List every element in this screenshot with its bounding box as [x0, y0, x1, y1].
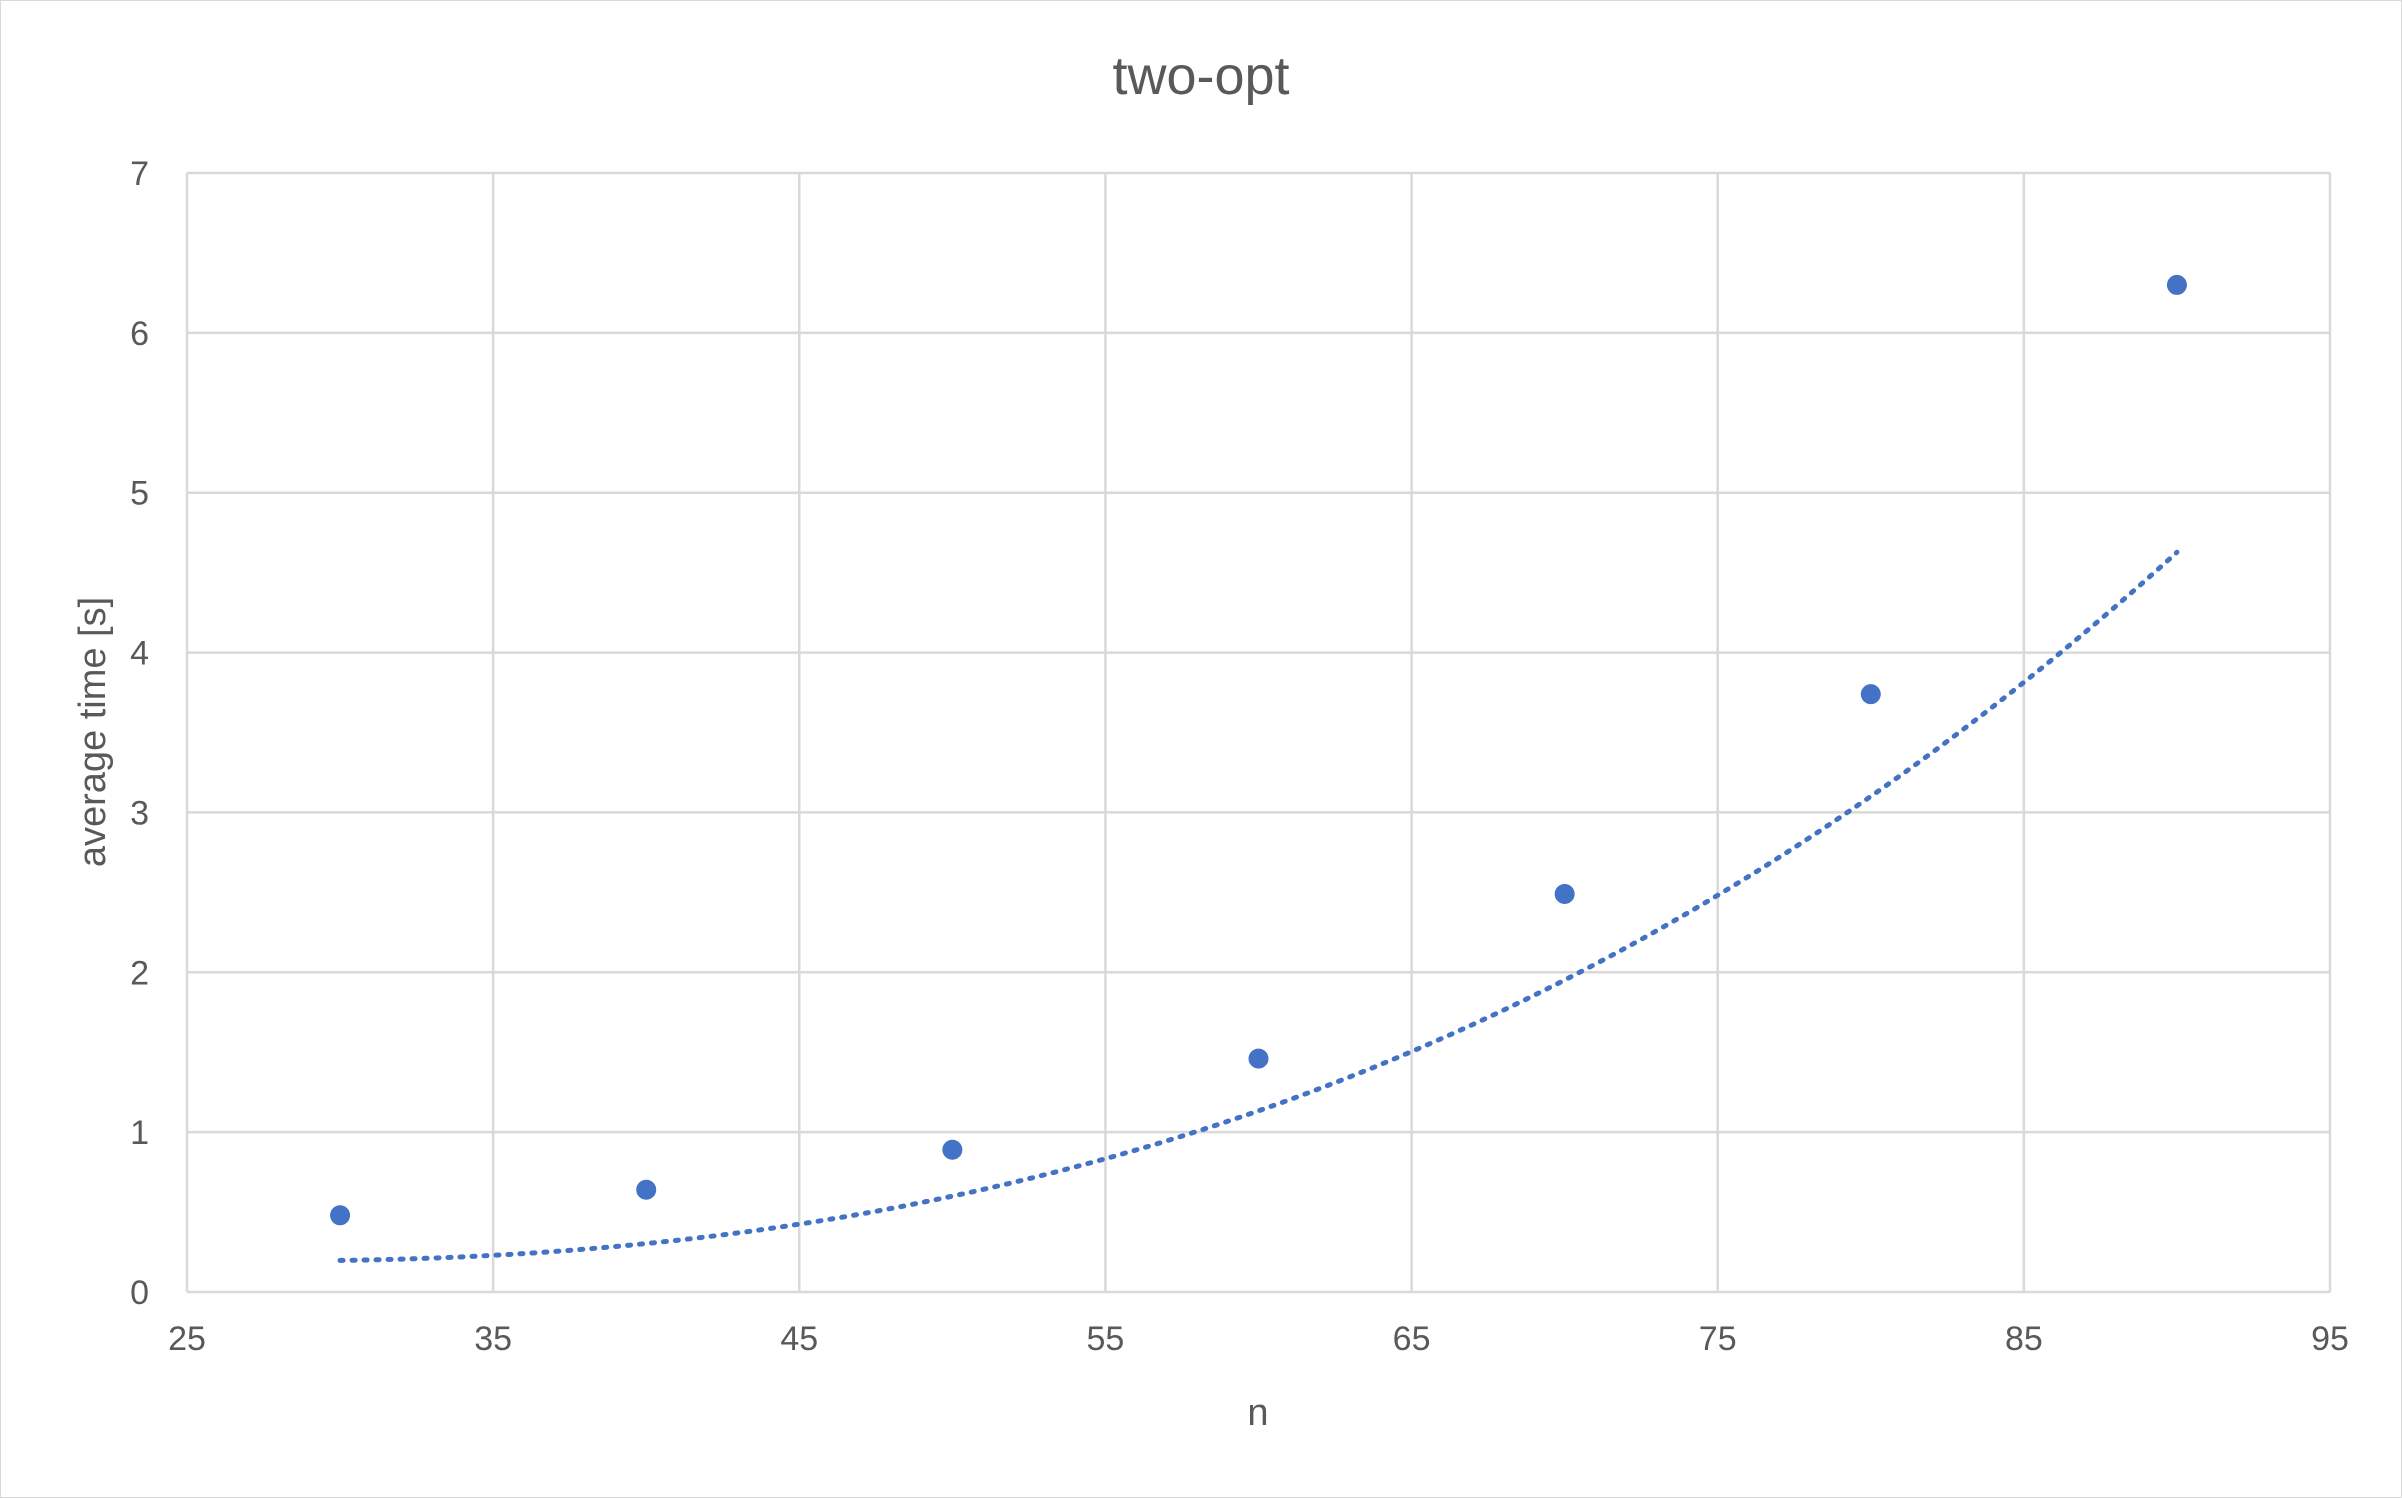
x-tick-label: 25 [168, 1320, 206, 1358]
y-axis-title: average time [s] [72, 597, 114, 867]
y-tick-label: 4 [130, 635, 149, 673]
y-tick-label: 6 [130, 315, 149, 353]
y-tick-label: 2 [130, 954, 149, 992]
x-tick-label: 55 [1087, 1320, 1125, 1358]
x-axis-tick-labels: 25 35 45 55 65 75 85 95 [168, 1320, 2349, 1358]
y-tick-label: 3 [130, 794, 149, 832]
data-point [636, 1179, 657, 1200]
data-point [1248, 1048, 1269, 1069]
data-point [942, 1139, 963, 1160]
trendline-layer [337, 549, 2180, 1263]
data-point [2166, 274, 2187, 295]
x-axis-title: n [1247, 1392, 1268, 1434]
y-tick-label: 5 [130, 475, 149, 513]
x-tick-label: 75 [1699, 1320, 1737, 1358]
y-tick-label: 1 [130, 1114, 149, 1152]
data-point [1860, 684, 1881, 705]
x-tick-label: 95 [2311, 1320, 2349, 1358]
chart-title: two-opt [1112, 46, 1289, 106]
x-tick-label: 45 [780, 1320, 818, 1358]
trendline [337, 549, 2180, 1263]
gridlines [185, 171, 2332, 1294]
x-tick-label: 65 [1393, 1320, 1431, 1358]
y-axis-tick-labels: 0 1 2 3 4 5 6 7 [130, 155, 149, 1312]
y-tick-label: 0 [130, 1274, 149, 1312]
y-tick-label: 7 [130, 155, 149, 193]
x-tick-label: 35 [474, 1320, 512, 1358]
x-tick-label: 85 [2005, 1320, 2043, 1358]
data-points [330, 274, 2187, 1226]
data-point [1554, 883, 1575, 904]
data-point [330, 1205, 351, 1226]
